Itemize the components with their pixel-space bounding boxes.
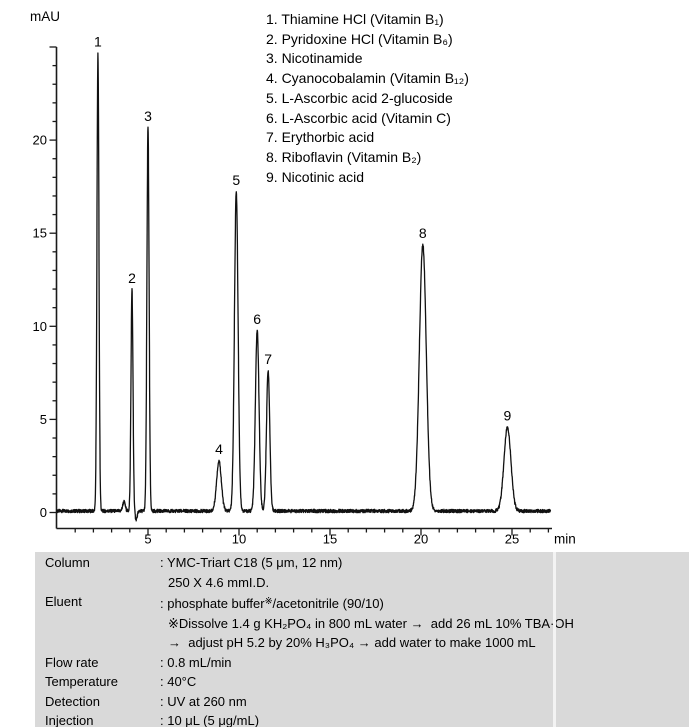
axes [49, 46, 552, 536]
legend-item: 8. Riboflavin (Vitamin B₂) [266, 148, 422, 165]
legend-item: 3. Nicotinamide [266, 50, 363, 67]
condition-row: Detection : UV at 260 nm [45, 692, 689, 712]
legend-item: 1. Thiamine HCl (Vitamin B₁) [266, 11, 444, 27]
peak-number-label: 3 [144, 108, 152, 124]
chromatogram-plot: mAU min 0 5 10 15 20 5 10 15 20 25 1 2 3 4 5 6 7 8 9 [30, 9, 576, 547]
condition-value-line: ※Dissolve 1.4 g KH₂PO₄ in 800 mL water →… [160, 614, 689, 634]
y-tick-label: 0 [40, 505, 47, 520]
conditions-panel: Column : YMC-Triart C18 (5 μm, 12 nm) 250 … [35, 552, 689, 727]
condition-text-segment: : 10 μL (5 μg/mL) [160, 713, 260, 727]
condition-value-line: : YMC-Triart C18 (5 μm, 12 nm) [160, 553, 689, 573]
panel-divider [553, 552, 556, 727]
y-tick-label: 15 [33, 226, 47, 241]
condition-row: Injection : 10 μL (5 μg/mL) [45, 711, 689, 727]
condition-label: Injection [45, 713, 94, 727]
condition-label: Flow rate [45, 654, 99, 670]
condition-text-segment: : 40°C [160, 674, 197, 689]
peak-number-label: 6 [253, 311, 261, 327]
condition-value: : 10 μL (5 μg/mL) [160, 711, 689, 727]
condition-row: Eluent : phosphate buffer※/acetonitrile (… [45, 592, 689, 653]
conditions-rows: Column : YMC-Triart C18 (5 μm, 12 nm) 250 … [45, 553, 689, 727]
peak-number-label: 4 [215, 441, 223, 457]
condition-text-segment: : 0.8 mL/min [160, 654, 232, 670]
y-axis-unit-label: mAU [30, 9, 60, 24]
peak-number-label: 8 [419, 225, 427, 241]
peak-number-label: 2 [128, 270, 136, 286]
legend-item: 6. L-Ascorbic acid (Vitamin C) [266, 109, 451, 126]
condition-text-segment: : YMC-Triart C18 (5 μm, 12 nm) [160, 555, 343, 570]
x-tick-label: 20 [414, 532, 428, 547]
condition-value-line: : 10 μL (5 μg/mL) [160, 711, 689, 727]
legend-item: 7. Erythorbic acid [266, 129, 375, 146]
condition-value-line: : 0.8 mL/min [160, 653, 689, 673]
condition-text-segment: : UV at 260 nm [160, 693, 247, 709]
condition-value-line: → adjust pH 5.2 by 20% H₃PO₄ → add water… [160, 633, 689, 653]
condition-row: Temperature : 40°C [45, 672, 689, 692]
condition-value: : 40°C [160, 672, 689, 692]
peak-number-label: 5 [232, 172, 240, 188]
condition-label: Column [45, 555, 90, 570]
condition-label: Temperature [45, 674, 118, 689]
condition-text-segment: 250 X 4.6 mmI.D. [168, 574, 270, 590]
condition-value-line: : UV at 260 nm [160, 692, 689, 712]
peak-number-label: 9 [504, 408, 512, 424]
y-tick-label: 20 [33, 133, 47, 148]
y-tick-label: 5 [40, 412, 47, 427]
condition-value: : YMC-Triart C18 (5 μm, 12 nm) 250 X 4.6 … [160, 553, 689, 592]
peak-number-label: 1 [94, 33, 102, 49]
condition-text-segment: ※ [264, 596, 273, 607]
x-axis-unit-label: min [554, 532, 576, 547]
peak-number-label: 7 [264, 351, 272, 367]
x-tick-label: 15 [323, 532, 337, 547]
condition-label: Eluent [45, 594, 82, 609]
condition-value-line: : 40°C [160, 672, 689, 692]
condition-label: Detection [45, 693, 100, 709]
condition-value: : 0.8 mL/min [160, 653, 689, 673]
x-tick-label: 10 [232, 532, 246, 547]
condition-value: : phosphate buffer※/acetonitrile (90/10)… [160, 592, 689, 653]
condition-value-line: : phosphate buffer※/acetonitrile (90/10) [160, 592, 689, 614]
y-tick-label: 10 [33, 319, 47, 334]
condition-value-line: 250 X 4.6 mmI.D. [160, 573, 689, 593]
legend-item: 4. Cyanocobalamin (Vitamin B₁₂) [266, 70, 469, 87]
legend-item: 9. Nicotinic acid [266, 168, 365, 185]
chromatogram-trace [56, 52, 552, 522]
condition-text-segment: : phosphate buffer [160, 596, 265, 611]
x-tick-label: 25 [505, 532, 519, 547]
x-tick-label: 5 [144, 532, 151, 547]
condition-row: Flow rate : 0.8 mL/min [45, 653, 689, 673]
condition-text-segment: /acetonitrile (90/10) [272, 596, 384, 611]
legend-item: 2. Pyridoxine HCl (Vitamin B₆) [266, 30, 453, 47]
condition-text-segment: → adjust pH 5.2 by 20% H₃PO₄ → add water… [168, 635, 536, 650]
condition-row: Column : YMC-Triart C18 (5 μm, 12 nm) 250 … [45, 553, 689, 592]
peak-legend: 1. Thiamine HCl (Vitamin B₁) 2. Pyridoxin… [266, 10, 469, 187]
legend-item: 5. L-Ascorbic acid 2-glucoside [266, 89, 453, 106]
condition-text-segment: ※Dissolve 1.4 g KH₂PO₄ in 800 mL water →… [168, 615, 574, 631]
peak-number-labels: 1 2 3 4 5 6 7 8 9 [94, 33, 512, 457]
condition-value: : UV at 260 nm [160, 692, 689, 712]
